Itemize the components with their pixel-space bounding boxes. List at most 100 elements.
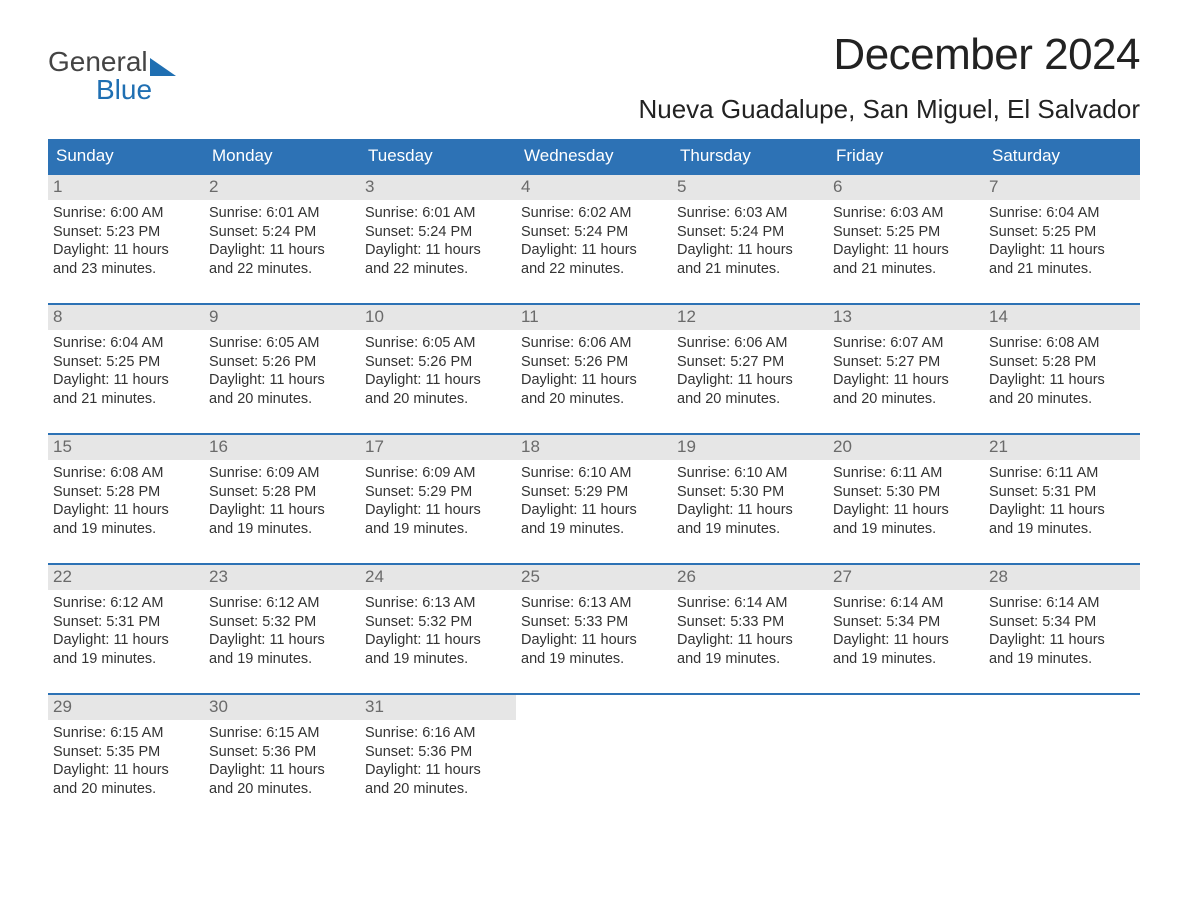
- day-details: Sunrise: 6:01 AMSunset: 5:24 PMDaylight:…: [360, 200, 516, 282]
- day-number: 22: [48, 565, 204, 590]
- day-5: 5Sunrise: 6:03 AMSunset: 5:24 PMDaylight…: [672, 175, 828, 285]
- day-22: 22Sunrise: 6:12 AMSunset: 5:31 PMDayligh…: [48, 565, 204, 675]
- day-18: 18Sunrise: 6:10 AMSunset: 5:29 PMDayligh…: [516, 435, 672, 545]
- day-details: Sunrise: 6:14 AMSunset: 5:34 PMDaylight:…: [828, 590, 984, 672]
- day-number: 5: [672, 175, 828, 200]
- day-details: Sunrise: 6:15 AMSunset: 5:36 PMDaylight:…: [204, 720, 360, 802]
- weekday-thursday: Thursday: [672, 139, 828, 173]
- logo-flag-icon: [150, 58, 176, 76]
- day-25: 25Sunrise: 6:13 AMSunset: 5:33 PMDayligh…: [516, 565, 672, 675]
- day-27: 27Sunrise: 6:14 AMSunset: 5:34 PMDayligh…: [828, 565, 984, 675]
- day-details: Sunrise: 6:03 AMSunset: 5:25 PMDaylight:…: [828, 200, 984, 282]
- day-details: Sunrise: 6:05 AMSunset: 5:26 PMDaylight:…: [204, 330, 360, 412]
- week-row: 1Sunrise: 6:00 AMSunset: 5:23 PMDaylight…: [48, 173, 1140, 285]
- day-number: 7: [984, 175, 1140, 200]
- day-3: 3Sunrise: 6:01 AMSunset: 5:24 PMDaylight…: [360, 175, 516, 285]
- day-2: 2Sunrise: 6:01 AMSunset: 5:24 PMDaylight…: [204, 175, 360, 285]
- day-details: Sunrise: 6:09 AMSunset: 5:28 PMDaylight:…: [204, 460, 360, 542]
- day-details: Sunrise: 6:12 AMSunset: 5:31 PMDaylight:…: [48, 590, 204, 672]
- day-details: Sunrise: 6:09 AMSunset: 5:29 PMDaylight:…: [360, 460, 516, 542]
- day-details: Sunrise: 6:08 AMSunset: 5:28 PMDaylight:…: [48, 460, 204, 542]
- day-details: Sunrise: 6:04 AMSunset: 5:25 PMDaylight:…: [984, 200, 1140, 282]
- day-number: 10: [360, 305, 516, 330]
- day-24: 24Sunrise: 6:13 AMSunset: 5:32 PMDayligh…: [360, 565, 516, 675]
- day-number: 11: [516, 305, 672, 330]
- day-20: 20Sunrise: 6:11 AMSunset: 5:30 PMDayligh…: [828, 435, 984, 545]
- day-11: 11Sunrise: 6:06 AMSunset: 5:26 PMDayligh…: [516, 305, 672, 415]
- day-number: 18: [516, 435, 672, 460]
- day-details: Sunrise: 6:05 AMSunset: 5:26 PMDaylight:…: [360, 330, 516, 412]
- weekday-monday: Monday: [204, 139, 360, 173]
- day-details: Sunrise: 6:13 AMSunset: 5:33 PMDaylight:…: [516, 590, 672, 672]
- calendar: SundayMondayTuesdayWednesdayThursdayFrid…: [48, 139, 1140, 805]
- day-19: 19Sunrise: 6:10 AMSunset: 5:30 PMDayligh…: [672, 435, 828, 545]
- day-1: 1Sunrise: 6:00 AMSunset: 5:23 PMDaylight…: [48, 175, 204, 285]
- day-number: 6: [828, 175, 984, 200]
- location: Nueva Guadalupe, San Miguel, El Salvador: [638, 94, 1140, 125]
- weekday-saturday: Saturday: [984, 139, 1140, 173]
- day-number: 2: [204, 175, 360, 200]
- day-details: Sunrise: 6:16 AMSunset: 5:36 PMDaylight:…: [360, 720, 516, 802]
- day-21: 21Sunrise: 6:11 AMSunset: 5:31 PMDayligh…: [984, 435, 1140, 545]
- day-details: Sunrise: 6:06 AMSunset: 5:26 PMDaylight:…: [516, 330, 672, 412]
- weekday-sunday: Sunday: [48, 139, 204, 173]
- day-16: 16Sunrise: 6:09 AMSunset: 5:28 PMDayligh…: [204, 435, 360, 545]
- day-details: Sunrise: 6:11 AMSunset: 5:30 PMDaylight:…: [828, 460, 984, 542]
- day-number: 14: [984, 305, 1140, 330]
- day-empty: [984, 695, 1140, 805]
- day-details: Sunrise: 6:12 AMSunset: 5:32 PMDaylight:…: [204, 590, 360, 672]
- header: General Blue December 2024 Nueva Guadalu…: [48, 30, 1140, 125]
- day-number: 27: [828, 565, 984, 590]
- day-number: 23: [204, 565, 360, 590]
- day-7: 7Sunrise: 6:04 AMSunset: 5:25 PMDaylight…: [984, 175, 1140, 285]
- day-number: 12: [672, 305, 828, 330]
- logo: General Blue: [48, 48, 176, 104]
- day-details: Sunrise: 6:15 AMSunset: 5:35 PMDaylight:…: [48, 720, 204, 802]
- day-9: 9Sunrise: 6:05 AMSunset: 5:26 PMDaylight…: [204, 305, 360, 415]
- week-row: 15Sunrise: 6:08 AMSunset: 5:28 PMDayligh…: [48, 433, 1140, 545]
- day-empty: [516, 695, 672, 805]
- day-number: 17: [360, 435, 516, 460]
- day-empty: [672, 695, 828, 805]
- weekday-friday: Friday: [828, 139, 984, 173]
- day-details: Sunrise: 6:14 AMSunset: 5:33 PMDaylight:…: [672, 590, 828, 672]
- day-31: 31Sunrise: 6:16 AMSunset: 5:36 PMDayligh…: [360, 695, 516, 805]
- day-number: 30: [204, 695, 360, 720]
- day-number: 1: [48, 175, 204, 200]
- day-number: 8: [48, 305, 204, 330]
- week-row: 22Sunrise: 6:12 AMSunset: 5:31 PMDayligh…: [48, 563, 1140, 675]
- day-details: Sunrise: 6:02 AMSunset: 5:24 PMDaylight:…: [516, 200, 672, 282]
- day-12: 12Sunrise: 6:06 AMSunset: 5:27 PMDayligh…: [672, 305, 828, 415]
- day-14: 14Sunrise: 6:08 AMSunset: 5:28 PMDayligh…: [984, 305, 1140, 415]
- day-8: 8Sunrise: 6:04 AMSunset: 5:25 PMDaylight…: [48, 305, 204, 415]
- day-details: Sunrise: 6:11 AMSunset: 5:31 PMDaylight:…: [984, 460, 1140, 542]
- weekday-header-row: SundayMondayTuesdayWednesdayThursdayFrid…: [48, 139, 1140, 173]
- day-4: 4Sunrise: 6:02 AMSunset: 5:24 PMDaylight…: [516, 175, 672, 285]
- logo-text-top: General: [48, 48, 148, 76]
- day-number: 15: [48, 435, 204, 460]
- day-10: 10Sunrise: 6:05 AMSunset: 5:26 PMDayligh…: [360, 305, 516, 415]
- day-details: Sunrise: 6:01 AMSunset: 5:24 PMDaylight:…: [204, 200, 360, 282]
- day-empty: [828, 695, 984, 805]
- day-number: 24: [360, 565, 516, 590]
- day-number: 29: [48, 695, 204, 720]
- day-number: 25: [516, 565, 672, 590]
- day-details: Sunrise: 6:08 AMSunset: 5:28 PMDaylight:…: [984, 330, 1140, 412]
- week-row: 8Sunrise: 6:04 AMSunset: 5:25 PMDaylight…: [48, 303, 1140, 415]
- day-number: 16: [204, 435, 360, 460]
- day-number: 9: [204, 305, 360, 330]
- day-30: 30Sunrise: 6:15 AMSunset: 5:36 PMDayligh…: [204, 695, 360, 805]
- day-number: 20: [828, 435, 984, 460]
- week-row: 29Sunrise: 6:15 AMSunset: 5:35 PMDayligh…: [48, 693, 1140, 805]
- day-number: 4: [516, 175, 672, 200]
- day-details: Sunrise: 6:07 AMSunset: 5:27 PMDaylight:…: [828, 330, 984, 412]
- day-number: 19: [672, 435, 828, 460]
- day-details: Sunrise: 6:14 AMSunset: 5:34 PMDaylight:…: [984, 590, 1140, 672]
- day-17: 17Sunrise: 6:09 AMSunset: 5:29 PMDayligh…: [360, 435, 516, 545]
- day-26: 26Sunrise: 6:14 AMSunset: 5:33 PMDayligh…: [672, 565, 828, 675]
- day-29: 29Sunrise: 6:15 AMSunset: 5:35 PMDayligh…: [48, 695, 204, 805]
- day-details: Sunrise: 6:00 AMSunset: 5:23 PMDaylight:…: [48, 200, 204, 282]
- weekday-tuesday: Tuesday: [360, 139, 516, 173]
- title-block: December 2024 Nueva Guadalupe, San Migue…: [638, 30, 1140, 125]
- day-details: Sunrise: 6:10 AMSunset: 5:29 PMDaylight:…: [516, 460, 672, 542]
